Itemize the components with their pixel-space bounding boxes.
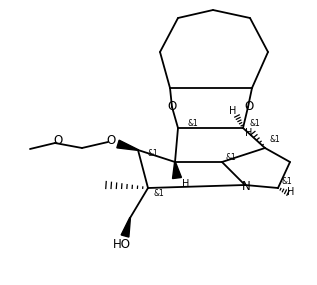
Text: &1: &1 (188, 119, 198, 129)
Text: &1: &1 (154, 188, 165, 198)
Text: &1: &1 (281, 178, 292, 186)
Polygon shape (121, 218, 130, 237)
Polygon shape (172, 162, 181, 179)
Text: O: O (53, 135, 63, 148)
Polygon shape (117, 140, 138, 150)
Text: H: H (229, 106, 237, 116)
Text: H: H (245, 128, 253, 138)
Text: N: N (242, 180, 250, 192)
Text: O: O (107, 135, 116, 148)
Text: &1: &1 (225, 152, 236, 162)
Text: O: O (244, 99, 254, 113)
Text: H: H (287, 187, 295, 197)
Text: H: H (182, 179, 190, 189)
Text: &1: &1 (249, 119, 260, 129)
Text: &1: &1 (147, 150, 158, 158)
Text: O: O (167, 99, 177, 113)
Text: &1: &1 (269, 135, 280, 144)
Text: HO: HO (113, 237, 131, 251)
